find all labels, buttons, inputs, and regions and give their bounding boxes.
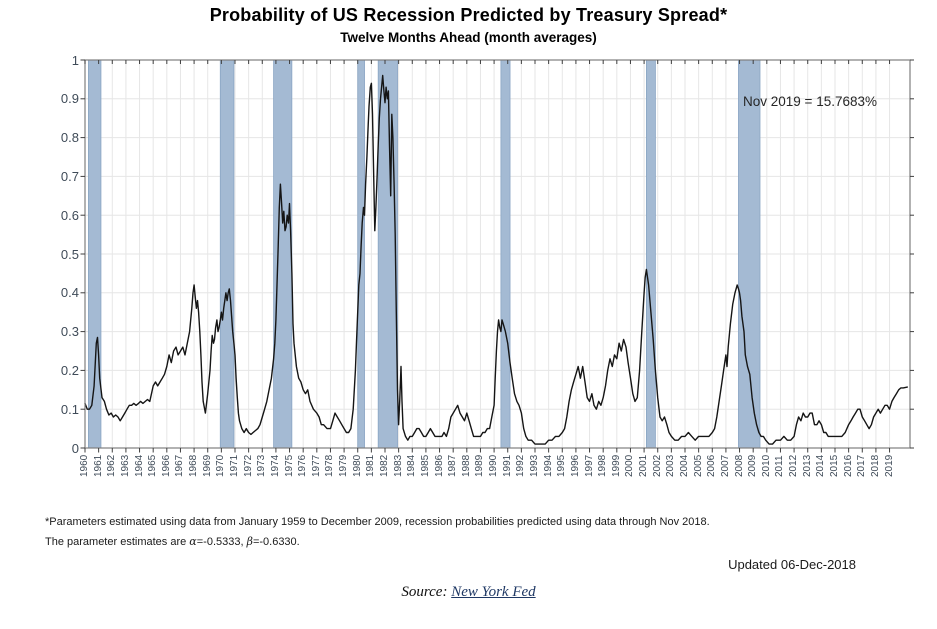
x-tick-label: 1962 [106, 454, 118, 477]
recession-band [273, 59, 293, 449]
footnote-line-2-text: The parameter estimates are [45, 536, 190, 548]
x-tick-label: 1986 [433, 454, 445, 477]
annotation-label: Nov 2019 = 15.7683% [743, 94, 877, 109]
x-tick-label: 2005 [692, 454, 704, 477]
alpha-value: =-0.5333, [196, 536, 247, 548]
beta-symbol: β [246, 535, 253, 548]
x-tick-label: 1985 [419, 454, 431, 477]
x-tick-label: 1971 [229, 454, 240, 477]
x-tick-label: 2004 [679, 454, 690, 477]
x-tick-label: 1965 [147, 454, 159, 477]
recession-band [500, 59, 511, 449]
x-tick-label: 1961 [92, 454, 104, 477]
x-tick-label: 1979 [338, 454, 350, 477]
x-tick-label: 2013 [801, 454, 813, 477]
footnote-line-1: *Parameters estimated using data from Ja… [45, 516, 710, 528]
x-tick-label: 1997 [583, 454, 595, 477]
x-tick-label: 2016 [842, 454, 854, 477]
x-tick-label: 1988 [460, 454, 472, 477]
x-tick-label: 2014 [815, 454, 827, 477]
x-tick-label: 1968 [188, 454, 200, 477]
x-tick-label: 1984 [406, 454, 418, 477]
source-label: Source: [401, 584, 452, 600]
probability-line [84, 74, 908, 445]
x-tick-label: 1990 [488, 454, 500, 477]
x-tick-label: 1980 [351, 454, 363, 477]
chart-subtitle: Twelve Months Ahead (month averages) [340, 30, 597, 45]
x-tick-label: 1964 [133, 454, 145, 477]
x-tick-label: 1966 [160, 454, 172, 477]
y-tick-label: 1 [71, 52, 79, 68]
y-tick-label: 0.6 [60, 207, 79, 223]
x-tick-label: 1973 [256, 454, 268, 477]
source-link[interactable]: New York Fed [451, 584, 536, 600]
x-tick-label: 1976 [297, 454, 309, 477]
x-tick-label: 2000 [624, 454, 636, 477]
x-tick-label: 2011 [774, 455, 786, 477]
x-tick-label: 1989 [474, 454, 486, 477]
x-tick-label: 1998 [597, 454, 609, 477]
x-tick-label: 1975 [283, 454, 295, 477]
x-tick-label: 1972 [242, 454, 254, 477]
x-tick-label: 1996 [569, 454, 581, 477]
x-tick-label: 2010 [760, 454, 772, 477]
x-tick-label: 1963 [119, 454, 131, 477]
x-tick-label: 2008 [733, 454, 745, 477]
x-tick-label: 1981 [365, 454, 377, 477]
alpha-symbol: α [189, 535, 197, 548]
x-tick-label: 1969 [201, 454, 213, 477]
recession-band [738, 59, 761, 449]
x-tick-label: 1987 [447, 454, 459, 477]
x-tick-label: 1978 [324, 454, 336, 477]
x-tick-label: 1991 [501, 454, 513, 477]
recession-band [646, 59, 656, 449]
x-tick-label: 1974 [269, 454, 281, 477]
x-tick-label: 2007 [719, 454, 731, 477]
recession-band [219, 59, 235, 449]
x-tick-label: 1994 [542, 454, 554, 477]
y-tick-label: 0.2 [60, 362, 79, 378]
y-tick-label: 0.9 [60, 91, 79, 107]
chart-title: Probability of US Recession Predicted by… [209, 5, 728, 25]
x-tick-label: 1982 [379, 454, 390, 477]
x-tick-label: 1995 [556, 454, 568, 477]
x-tick-label: 2015 [829, 454, 840, 477]
source-line: Source: New York Fed [0, 584, 937, 601]
footnote: *Parameters estimated using data from Ja… [45, 513, 710, 552]
y-tick-label: 0.8 [60, 130, 79, 146]
y-tick-label: 0 [71, 440, 79, 456]
x-tick-label: 1983 [392, 454, 404, 477]
y-tick-label: 0.7 [60, 168, 79, 184]
y-tick-label: 0.3 [60, 324, 79, 340]
updated-date: Updated 06-Dec-2018 [728, 557, 856, 572]
y-tick-label: 0.4 [60, 285, 79, 301]
y-tick-label: 0.5 [60, 246, 79, 262]
x-tick-label: 1967 [174, 454, 186, 477]
x-tick-label: 1992 [515, 454, 527, 477]
x-tick-label: 2006 [706, 454, 718, 477]
recession-band [88, 59, 102, 449]
recession-band [377, 59, 398, 449]
beta-value: =-0.6330. [252, 536, 300, 548]
x-tick-label: 1993 [529, 454, 540, 477]
axis-ticks [80, 59, 914, 453]
x-tick-label: 2019 [883, 454, 895, 477]
x-tick-label: 1977 [310, 454, 322, 477]
x-tick-label: 2018 [869, 454, 881, 477]
footnote-line-2: The parameter estimates are α=-0.5333, β… [45, 532, 710, 552]
x-tick-label: 2009 [747, 454, 759, 477]
x-tick-label: 2003 [665, 454, 677, 477]
x-tick-label: 2017 [856, 454, 868, 477]
y-tick-label: 0.1 [60, 401, 79, 417]
x-tick-label: 2012 [788, 454, 800, 477]
x-tick-label: 2002 [651, 454, 663, 477]
x-tick-label: 1999 [610, 454, 622, 477]
x-tick-label: 2001 [638, 454, 650, 477]
x-tick-label: 1960 [79, 454, 90, 477]
x-tick-label: 1970 [215, 454, 227, 477]
